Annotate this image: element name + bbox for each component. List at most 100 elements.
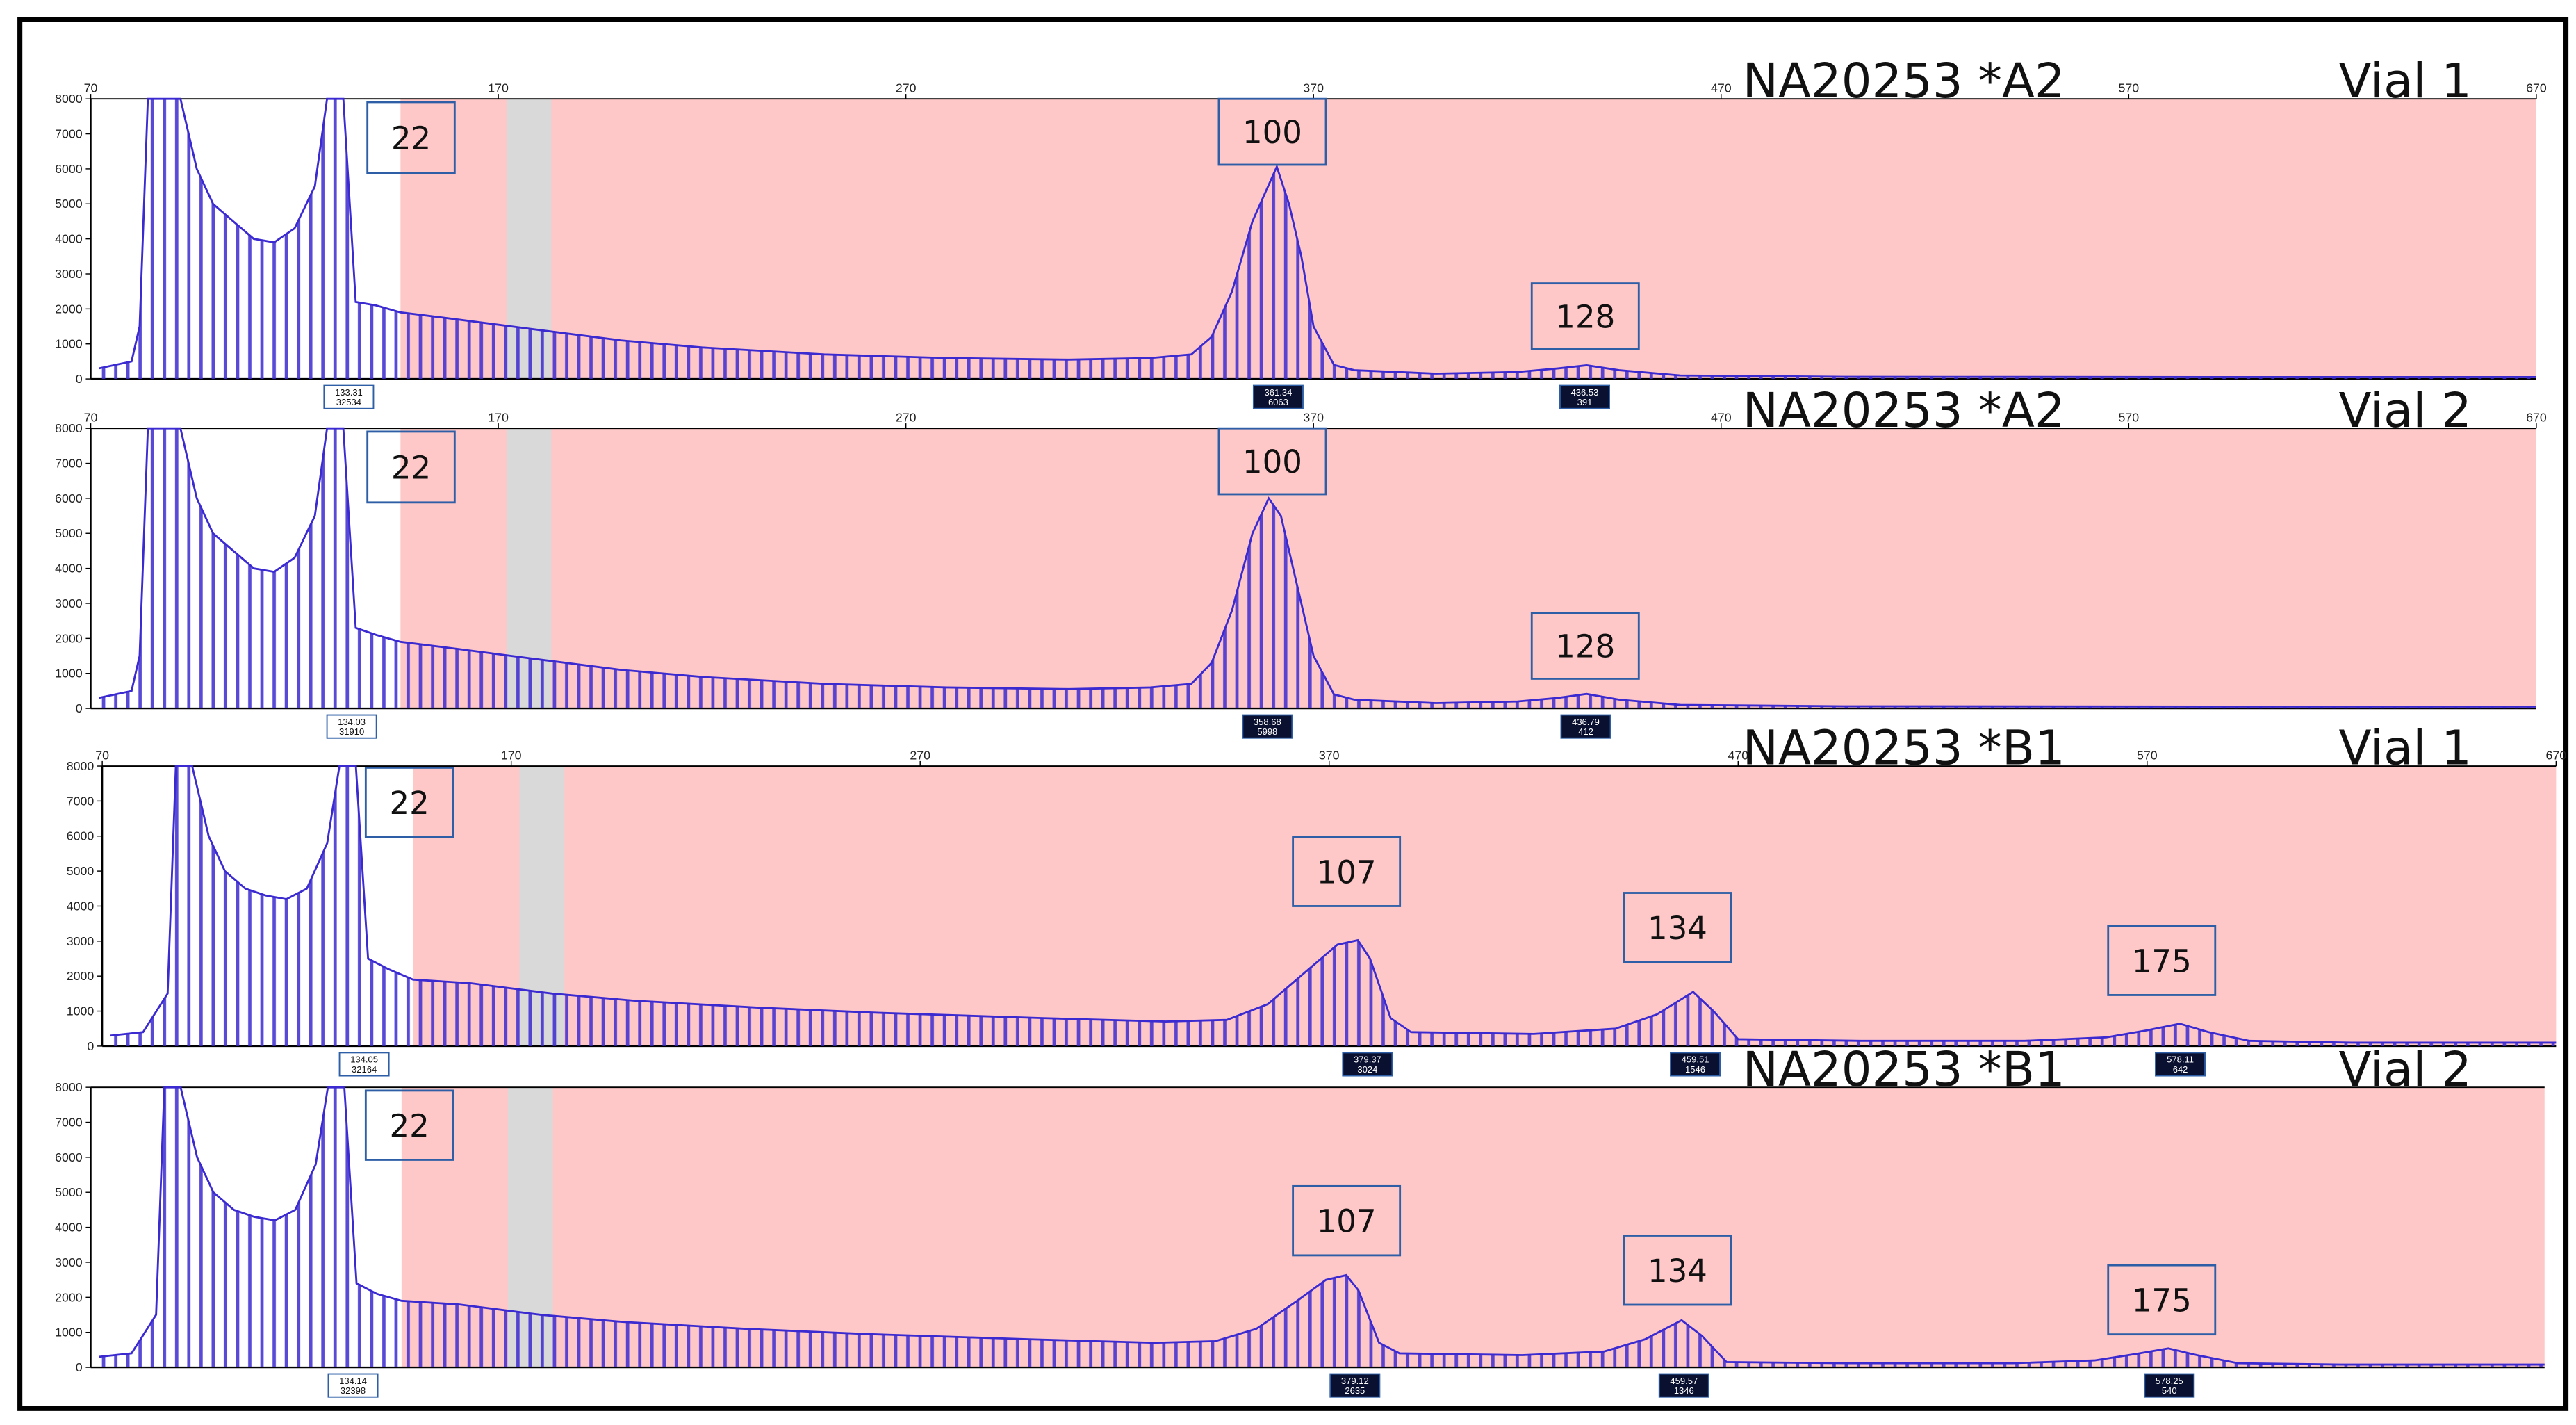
y-tick-label: 4000 (55, 1221, 83, 1235)
y-tick-label: 2000 (55, 302, 83, 316)
trace (110, 765, 2557, 1044)
y-tick-label: 8000 (67, 759, 95, 773)
y-tick-label: 1000 (55, 1326, 83, 1340)
peak-height: 3024 (1357, 1064, 1377, 1075)
panel-title: NA20253 *B1 (1743, 1042, 2065, 1098)
x-tick-label: 170 (488, 81, 509, 95)
peak-label-box (326, 714, 377, 739)
peak-size: 578.25 (2156, 1376, 2183, 1386)
y-tick-label: 6000 (55, 162, 83, 176)
x-tick-label: 370 (1319, 749, 1340, 763)
peak-label-box (338, 1052, 390, 1077)
peak-label-box (2144, 1373, 2195, 1398)
x-tick-label: 270 (910, 749, 930, 763)
peak-size: 459.51 (1682, 1054, 1709, 1065)
peak-height: 2635 (1345, 1385, 1365, 1396)
peak-label-box (2155, 1052, 2206, 1077)
peak-size: 358.68 (1254, 717, 1281, 727)
x-tick-label: 170 (488, 411, 509, 425)
annotation-box (1530, 612, 1640, 680)
shaded-range (413, 766, 2557, 1046)
x-tick-label: 670 (2526, 81, 2547, 95)
trace (99, 427, 2536, 708)
peak-size: 134.14 (339, 1376, 367, 1386)
peak-label-box (1658, 1373, 1709, 1398)
annotation: 22 (389, 1107, 429, 1144)
y-tick-label: 7000 (55, 456, 83, 470)
y-tick-label: 1000 (55, 667, 83, 681)
annotation-box (364, 1089, 454, 1161)
panel-subtitle: Vial 1 (2339, 721, 2472, 776)
y-tick-label: 0 (76, 701, 83, 715)
peak-height: 31910 (339, 726, 364, 737)
trace-fill (99, 99, 2536, 380)
trace-fill (110, 766, 2557, 1046)
peak-size: 436.53 (1571, 387, 1599, 398)
panel-title: NA20253 *A2 (1743, 383, 2065, 439)
x-tick-label: 570 (2137, 749, 2158, 763)
annotation: 134 (1648, 910, 1707, 947)
peak-size: 379.12 (1341, 1376, 1369, 1386)
trace (99, 1086, 2545, 1366)
y-tick-label: 5000 (55, 1185, 83, 1199)
x-tick-label: 470 (1711, 411, 1732, 425)
y-tick-label: 8000 (55, 1080, 83, 1094)
annotation-box (1623, 1235, 1732, 1306)
y-tick-label: 7000 (67, 794, 95, 808)
peak-height: 6063 (1268, 397, 1288, 407)
panel-subtitle: Vial 1 (2339, 54, 2472, 109)
peak-label-box (323, 384, 375, 409)
peak-size: 436.79 (1572, 717, 1600, 727)
peak-label-box (1242, 714, 1293, 739)
annotation-box (1217, 427, 1327, 496)
annotation: 128 (1555, 299, 1615, 336)
y-tick-label: 4000 (55, 562, 83, 576)
y-tick-label: 5000 (55, 526, 83, 540)
peak-height: 642 (2173, 1064, 2188, 1075)
peak-size: 134.03 (338, 717, 366, 727)
annotation: 128 (1555, 628, 1615, 665)
annotation: 22 (391, 120, 431, 156)
shaded-range (400, 428, 2536, 709)
peak-size: 379.37 (1354, 1054, 1381, 1065)
annotation-box (1292, 836, 1402, 907)
panel-title: NA20253 *B1 (1743, 721, 2065, 776)
peak-height: 5998 (1257, 726, 1277, 737)
y-tick-label: 0 (87, 1039, 94, 1053)
annotation: 22 (389, 785, 429, 822)
peak-height: 32398 (341, 1385, 366, 1396)
peak-height: 391 (1577, 397, 1593, 407)
trace (99, 97, 2536, 378)
annotation: 175 (2132, 943, 2192, 979)
y-tick-label: 8000 (55, 421, 83, 435)
peak-height: 1346 (1674, 1385, 1694, 1396)
x-tick-label: 270 (896, 81, 917, 95)
peak-size: 361.34 (1265, 387, 1293, 398)
x-tick-label: 670 (2526, 411, 2547, 425)
x-tick-label: 270 (896, 411, 917, 425)
annotation: 134 (1648, 1253, 1707, 1289)
y-tick-label: 5000 (55, 197, 83, 211)
x-tick-label: 570 (2119, 81, 2140, 95)
annotation-box (366, 101, 456, 174)
peak-height: 32534 (336, 397, 361, 407)
annotation-box (366, 430, 456, 504)
x-tick-label: 70 (95, 749, 109, 763)
shaded-range (400, 99, 2536, 380)
annotation: 107 (1317, 1203, 1377, 1240)
shaded-range (401, 1087, 2545, 1368)
annotation-box (1623, 892, 1732, 963)
annotation: 100 (1242, 114, 1302, 151)
x-tick-label: 470 (1728, 749, 1748, 763)
y-tick-label: 1000 (67, 1004, 95, 1018)
annotation: 100 (1242, 443, 1302, 480)
peak-size: 578.11 (2167, 1054, 2194, 1065)
x-tick-label: 670 (2546, 749, 2567, 763)
y-tick-label: 4000 (67, 899, 95, 913)
trace-fill (99, 1087, 2545, 1368)
x-tick-label: 370 (1303, 81, 1324, 95)
peak-label-box (1559, 384, 1610, 409)
